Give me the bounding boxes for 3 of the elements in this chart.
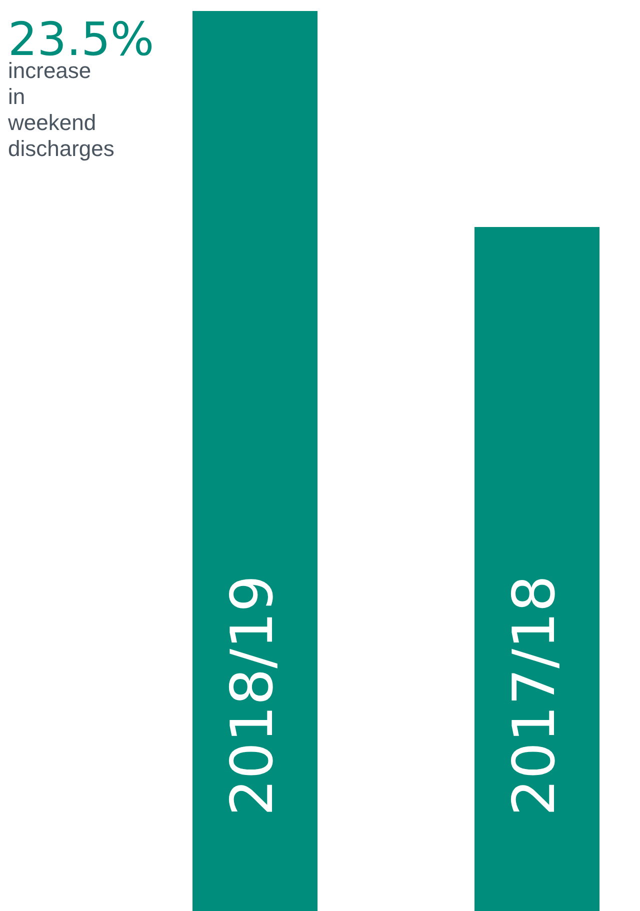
x-tick-label: 2017/18	[500, 575, 568, 816]
annotation: increase in weekend discharges	[7, 58, 114, 161]
x-tick-label: 2018/19	[218, 575, 286, 816]
